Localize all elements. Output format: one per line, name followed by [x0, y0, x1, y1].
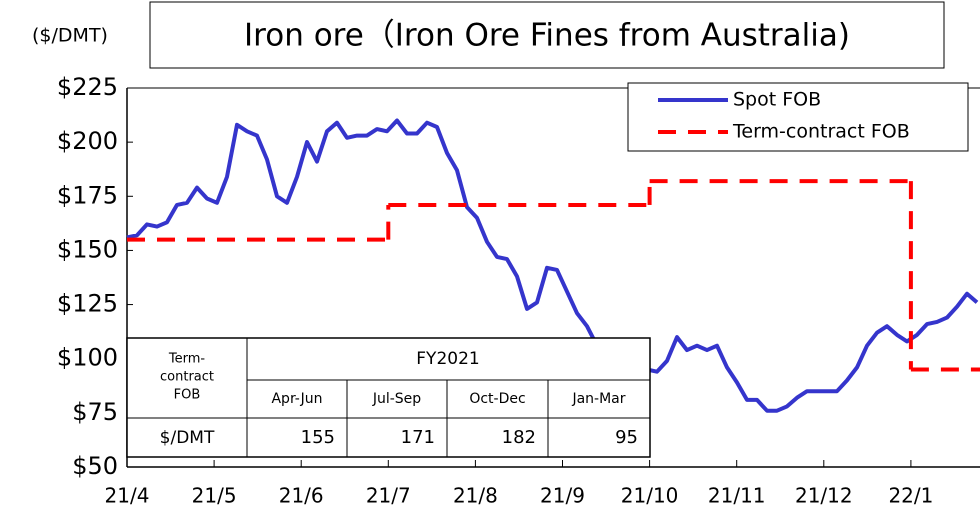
y-tick-label: $200 — [57, 127, 118, 155]
line-series — [126, 118, 979, 413]
table-value: 182 — [502, 427, 536, 448]
x-tick-label: 21/6 — [279, 484, 324, 508]
table-group: FY2021 — [416, 349, 479, 369]
y-tick-label: $150 — [57, 235, 118, 263]
table-row-label: $/DMT — [160, 428, 215, 448]
x-tick-label: 21/12 — [795, 484, 853, 508]
table-bg — [126, 337, 651, 458]
x-tick-label: 21/9 — [540, 484, 585, 508]
table-row-header: Term- — [168, 352, 206, 367]
x-tick-label: 21/4 — [105, 484, 150, 508]
data-table: Term-contract FOB FY2021 Apr-Jun Jul-Sep Oct-… — [126, 337, 651, 458]
table-value: 95 — [615, 427, 638, 448]
x-tick-label: 21/5 — [192, 484, 237, 508]
table-column: Oct-Dec — [469, 391, 525, 407]
y-tick-label: $75 — [72, 398, 118, 426]
x-tick-label: 21/7 — [366, 484, 411, 508]
table-row-header: contract — [160, 370, 214, 385]
table-row-header: FOB — [174, 388, 201, 403]
table-column: Jan-Mar — [571, 391, 625, 407]
x-tick-label: 21/11 — [708, 484, 766, 508]
x-tick-label: 22/1 — [888, 484, 933, 508]
chart-title: Iron ore（Iron Ore Fines from Australia) — [244, 18, 850, 54]
title-box — [149, 1, 945, 69]
legend-label: Term-contract FOB — [732, 121, 910, 143]
y-tick-label: $50 — [72, 452, 118, 480]
y-tick-label: $100 — [57, 344, 118, 372]
x-tick-label: 21/10 — [621, 484, 679, 508]
y-tick-label: $175 — [57, 181, 118, 209]
table-value: 155 — [301, 427, 335, 448]
table-value: 171 — [401, 427, 435, 448]
y-unit: ($/DMT) — [32, 25, 108, 47]
table-column: Jul-Sep — [372, 391, 421, 407]
legend-box — [627, 82, 969, 152]
x-tick-label: 21/8 — [453, 484, 498, 508]
table-column: Apr-Jun — [271, 391, 322, 407]
y-tick-label: $225 — [57, 73, 118, 101]
legend-label: Spot FOB — [733, 89, 821, 111]
y-tick-label: $125 — [57, 290, 118, 318]
